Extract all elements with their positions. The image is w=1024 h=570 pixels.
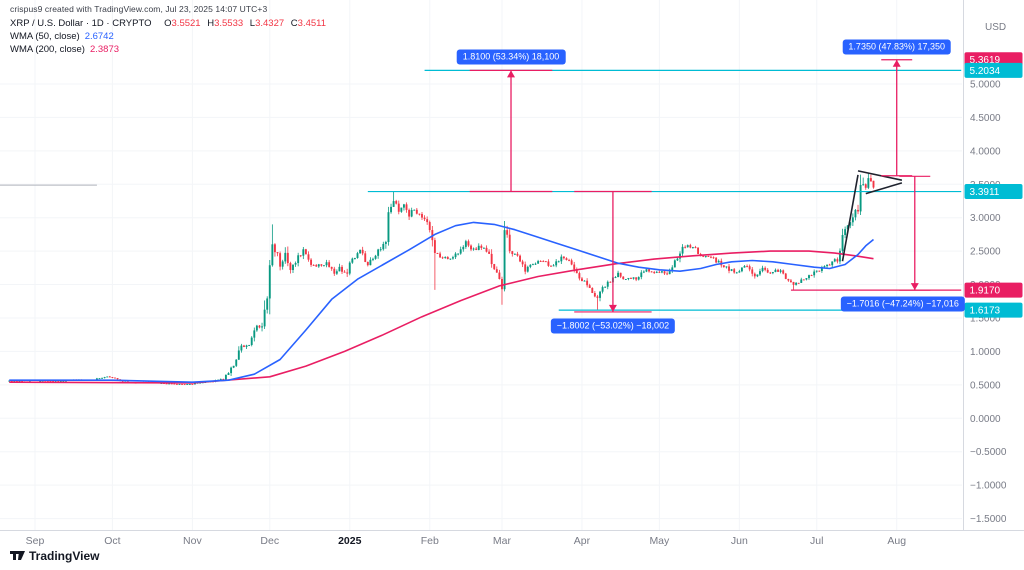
svg-text:−1.5000: −1.5000 xyxy=(970,514,1007,525)
svg-text:May: May xyxy=(649,535,670,547)
price-axis-unit: USD xyxy=(985,22,1006,33)
svg-text:Mar: Mar xyxy=(493,535,512,547)
tradingview-logo[interactable]: TradingView xyxy=(10,548,99,563)
price-axis[interactable]: USD5.00004.50004.00003.50003.00002.50002… xyxy=(963,0,1024,530)
svg-text:Aug: Aug xyxy=(887,535,906,547)
price-range-label[interactable]: −1.8002 (−53.02%) −18,002 xyxy=(550,318,676,334)
high-value: 3.5533 xyxy=(214,18,244,29)
price-badge[interactable] xyxy=(964,302,1023,318)
svg-text:Jul: Jul xyxy=(810,535,823,547)
svg-text:0.0000: 0.0000 xyxy=(970,414,1001,425)
price-range-label[interactable]: 1.8100 (53.34%) 18,100 xyxy=(456,49,566,65)
svg-text:−1.0000: −1.0000 xyxy=(970,481,1007,492)
price-badge[interactable] xyxy=(964,184,1023,200)
svg-text:5.2034: 5.2034 xyxy=(970,66,1001,77)
price-range-label[interactable]: 1.7350 (47.83%) 17,350 xyxy=(842,39,952,55)
svg-text:5.0000: 5.0000 xyxy=(970,79,1001,90)
svg-text:Apr: Apr xyxy=(574,535,591,547)
low-key: L xyxy=(249,18,256,29)
svg-text:5.3619: 5.3619 xyxy=(970,55,1001,66)
tradingview-logo-icon xyxy=(10,551,25,560)
wma200-label: WMA (200, close) xyxy=(10,44,85,55)
svg-text:Oct: Oct xyxy=(104,535,120,547)
svg-text:4.0000: 4.0000 xyxy=(970,146,1001,157)
symbol-row[interactable]: XRP / U.S. Dollar · 1D · CRYPTO O3.5521 … xyxy=(10,18,326,29)
svg-text:0.5000: 0.5000 xyxy=(970,380,1001,391)
svg-text:3.0000: 3.0000 xyxy=(970,213,1001,224)
open-value: 3.5521 xyxy=(171,18,201,29)
low-value: 3.4327 xyxy=(255,18,285,29)
wma-50-line xyxy=(9,221,875,383)
wma50-value: 2.6742 xyxy=(84,31,114,42)
open-key: O xyxy=(164,18,172,29)
indicator-row-wma200[interactable]: WMA (200, close) 2.3873 xyxy=(10,44,326,55)
close-value: 3.4511 xyxy=(297,18,327,29)
symbol-title[interactable]: XRP / U.S. Dollar · 1D · CRYPTO xyxy=(10,18,152,29)
svg-text:2.5000: 2.5000 xyxy=(970,247,1001,258)
svg-text:Jun: Jun xyxy=(731,535,748,547)
svg-text:2025: 2025 xyxy=(338,535,362,547)
svg-text:1.9170: 1.9170 xyxy=(970,286,1001,297)
indicator-row-wma50[interactable]: WMA (50, close) 2.6742 xyxy=(10,31,326,42)
svg-text:3.3911: 3.3911 xyxy=(970,187,1000,198)
chart-legend: crispus9 created with TradingView.com, J… xyxy=(10,4,326,55)
price-range-tools[interactable] xyxy=(469,59,931,313)
close-key: C xyxy=(290,18,298,29)
ohlc-values: O3.5521 H3.5533 L3.4327 C3.4511 xyxy=(160,18,326,29)
svg-text:4.5000: 4.5000 xyxy=(970,113,1001,124)
wma200-value: 2.3873 xyxy=(89,44,120,55)
svg-text:1.6173: 1.6173 xyxy=(970,306,1001,317)
high-key: H xyxy=(207,18,215,29)
svg-text:Dec: Dec xyxy=(260,535,279,547)
svg-text:−0.5000: −0.5000 xyxy=(970,447,1007,458)
time-axis[interactable]: Sep Oct Nov Dec 2025 Feb Mar Apr May Jun Jul Aug xyxy=(0,530,1024,548)
price-range-label[interactable]: −1.7016 (−47.24%) −17,016 xyxy=(840,296,965,312)
svg-text:Sep: Sep xyxy=(26,535,45,547)
wma50-label: WMA (50, close) xyxy=(10,31,80,42)
svg-text:1.0000: 1.0000 xyxy=(970,347,1001,358)
trend-lines[interactable] xyxy=(841,170,903,262)
tradingview-logo-text: TradingView xyxy=(29,548,100,563)
price-badge[interactable] xyxy=(964,62,1023,78)
grid-lines xyxy=(0,0,962,530)
price-badge[interactable] xyxy=(964,282,1023,298)
candlestick-series xyxy=(8,173,875,386)
attribution-text: crispus9 created with TradingView.com, J… xyxy=(10,4,268,14)
svg-text:Feb: Feb xyxy=(421,535,439,547)
svg-text:Nov: Nov xyxy=(183,535,202,547)
wma-200-line xyxy=(9,250,874,384)
svg-text:1.5000: 1.5000 xyxy=(970,313,1001,324)
